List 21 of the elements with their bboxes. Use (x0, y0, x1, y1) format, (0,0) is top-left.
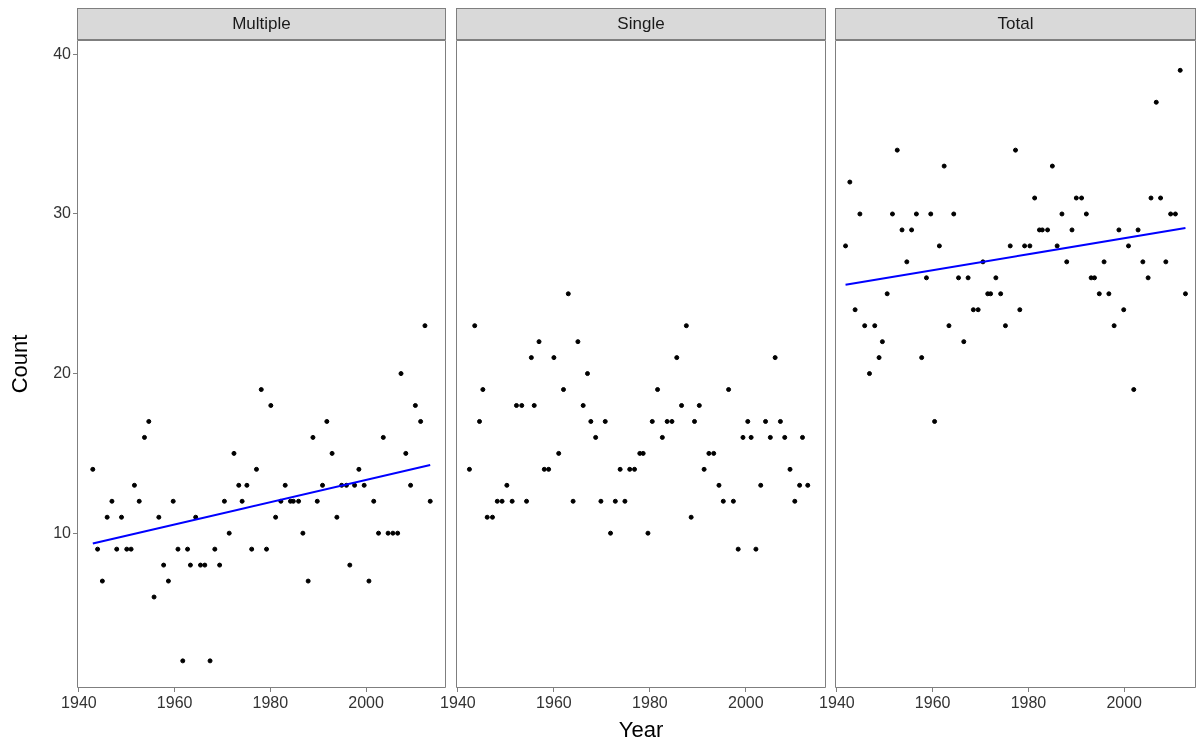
x-tick-label: 1960 (536, 694, 572, 712)
x-tick-label: 1940 (819, 694, 855, 712)
y-axis-title: Count (7, 334, 33, 394)
chart-title: Total (835, 8, 1196, 40)
x-tick-label: 1940 (61, 694, 97, 712)
x-tick-label: 2000 (1106, 694, 1143, 712)
x-tick-label: 1940 (440, 694, 476, 712)
x-tick-label: 2000 (728, 694, 764, 712)
x-tick-label: 2000 (348, 694, 384, 712)
x-tick-label: 1960 (156, 694, 193, 712)
y-tick-label: 20 (53, 363, 72, 381)
x-tick-label: 1980 (252, 694, 289, 712)
x-tick-label: 1980 (632, 694, 668, 712)
y-tick-label: 40 (53, 44, 72, 62)
x-tick-label: 1980 (1010, 694, 1047, 712)
y-tick-label: 10 (53, 523, 72, 541)
y-tick-label: 30 (53, 204, 72, 222)
x-axis-title: Year (618, 717, 664, 743)
x-tick-label: 1960 (914, 694, 951, 712)
chart-title: Multiple (77, 8, 446, 40)
chart-title: Single (456, 8, 826, 40)
